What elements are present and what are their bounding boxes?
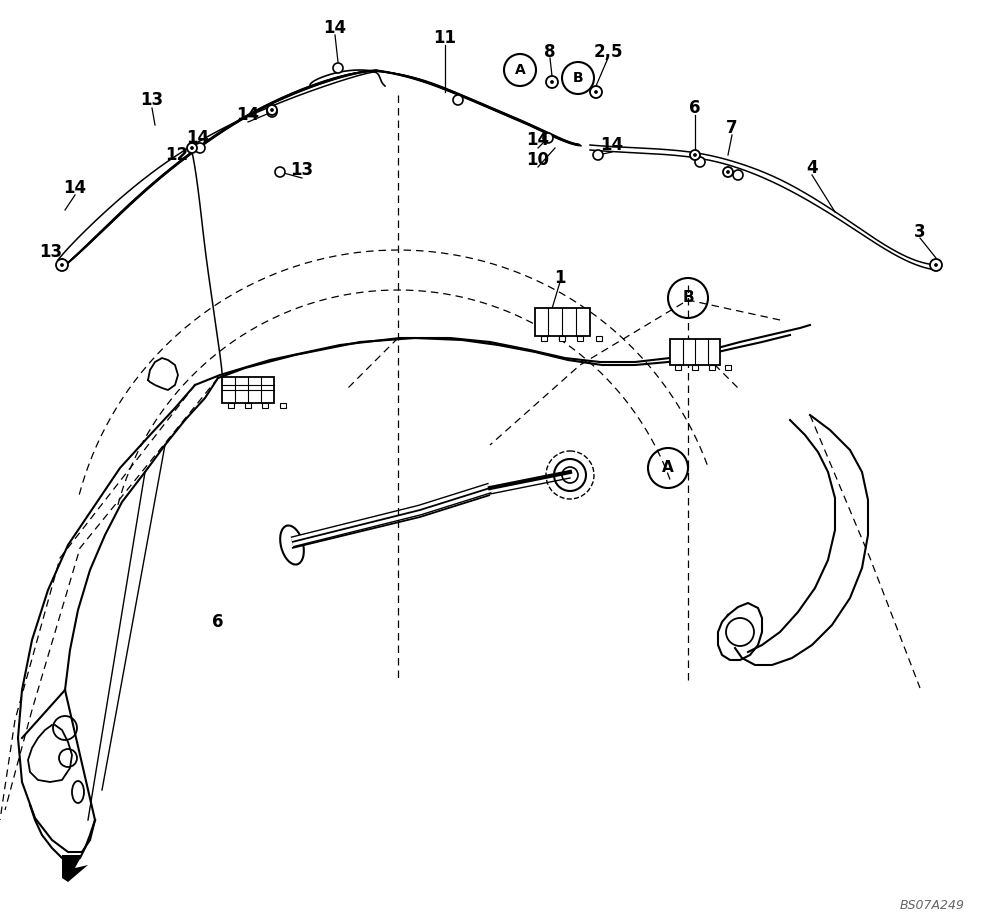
Text: 14: 14 [600,136,624,154]
Bar [262,403,268,408]
Bar [559,336,565,341]
Circle shape [590,86,602,98]
Text: 13: 13 [290,161,314,179]
Text: B: B [573,71,583,85]
Circle shape [695,157,705,167]
Bar [534,308,590,336]
Circle shape [694,153,696,156]
Circle shape [195,143,205,153]
Text: A: A [515,63,525,77]
Polygon shape [62,855,88,882]
Text: 11: 11 [434,29,456,47]
Text: 7: 7 [726,119,738,137]
Circle shape [60,263,64,266]
Bar [577,336,583,341]
Bar [725,365,731,370]
Circle shape [733,170,743,180]
Text: A: A [662,460,674,476]
Bar [692,365,698,370]
Circle shape [333,63,343,73]
Bar [596,336,602,341]
Circle shape [934,263,938,266]
Circle shape [190,147,194,150]
Circle shape [187,143,197,153]
Text: 13: 13 [140,91,164,109]
Circle shape [930,259,942,271]
Bar [280,403,286,408]
Bar [228,403,234,408]
Circle shape [275,167,285,177]
Text: 2,5: 2,5 [593,43,623,61]
Text: 6: 6 [689,99,701,117]
Text: 14: 14 [63,179,87,197]
Text: 4: 4 [806,159,818,177]
Circle shape [270,108,274,112]
Bar [245,403,251,408]
Text: 14: 14 [526,131,550,149]
Text: 3: 3 [914,223,926,241]
Text: 14: 14 [236,106,260,124]
Circle shape [726,171,730,174]
Text: 13: 13 [39,243,62,261]
Circle shape [56,259,68,271]
Circle shape [453,95,463,105]
Bar [222,377,274,403]
Circle shape [594,91,598,93]
Circle shape [723,167,733,177]
Circle shape [593,150,603,160]
Text: 14: 14 [323,19,347,37]
Text: BS07A249: BS07A249 [900,899,965,912]
Text: 6: 6 [212,613,224,631]
Text: 10: 10 [526,151,550,169]
Bar [541,336,547,341]
Circle shape [543,133,553,143]
Text: 14: 14 [186,129,210,147]
Bar [709,365,715,370]
Circle shape [550,80,554,83]
Bar [675,365,681,370]
Text: B: B [682,290,694,306]
Text: 1: 1 [554,269,566,287]
Circle shape [690,150,700,160]
Bar [670,339,720,365]
Circle shape [267,107,277,117]
Text: 8: 8 [544,43,556,61]
Circle shape [267,105,277,115]
Circle shape [546,76,558,88]
Text: 12: 12 [165,146,188,164]
